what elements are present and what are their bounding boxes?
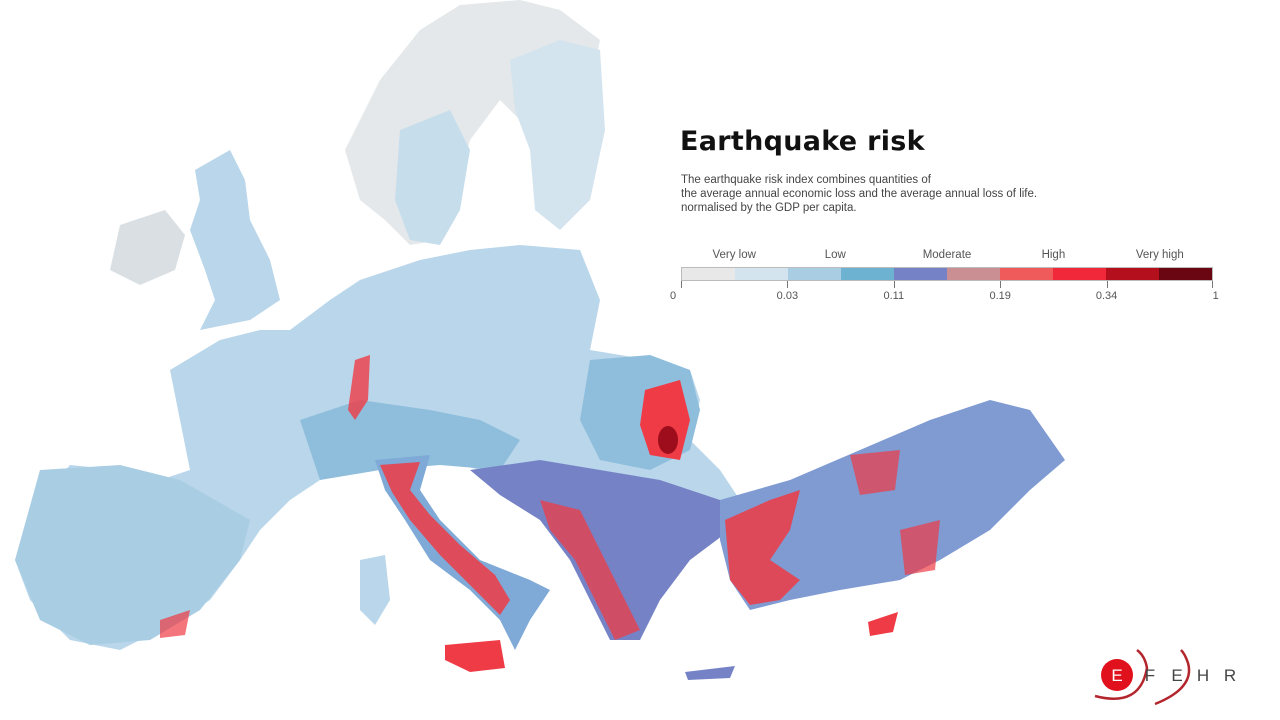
cyprus	[868, 612, 898, 636]
legend-level: Moderate	[922, 249, 972, 261]
description-line: the average annual economic loss and the…	[681, 188, 1038, 200]
efehr-logo: E F E H R	[1094, 649, 1236, 706]
svg-text:E: E	[1171, 666, 1182, 685]
legend-tick: 0.11	[883, 290, 905, 302]
legend-tick: 0.19	[989, 290, 1011, 302]
turkey-high-risk	[725, 490, 800, 605]
ireland	[110, 210, 185, 285]
svg-text:E: E	[1111, 666, 1122, 685]
legend-color-swatch	[1053, 268, 1106, 280]
legend-color-swatch	[735, 268, 788, 280]
legend-tick: 0	[669, 290, 677, 302]
sardinia	[360, 555, 390, 625]
legend-color-swatch	[1000, 268, 1053, 280]
legend-tick: 1	[1212, 290, 1219, 302]
turkey-se-high	[900, 520, 940, 575]
legend-level: Very low	[712, 249, 756, 261]
great-britain	[190, 150, 280, 330]
description-line: The earthquake risk index combines quant…	[681, 174, 931, 186]
crete	[685, 666, 735, 680]
legend-tick: 0.34	[1095, 290, 1118, 302]
legend-level: High	[1041, 249, 1066, 261]
balkans-high-risk	[540, 500, 640, 640]
legend-color-swatch	[947, 268, 1000, 280]
iberia	[15, 465, 250, 645]
description-line: normalised by the GDP per capita.	[681, 202, 857, 214]
iberia-south-high	[160, 610, 190, 638]
finland	[510, 40, 605, 230]
legend-level: Low	[824, 249, 846, 261]
legend-color-swatch	[682, 268, 735, 280]
italy-high-risk	[380, 462, 510, 615]
svg-text:F: F	[1145, 666, 1155, 685]
rhine-high-risk	[348, 355, 370, 420]
legend-tick: 0.03	[776, 290, 799, 302]
legend-ticks: 0 0.03 0.11 0.19 0.34 1	[670, 281, 1219, 305]
svg-text:R: R	[1224, 666, 1236, 685]
sweden-south	[395, 110, 470, 245]
legend-color-swatch	[1106, 268, 1159, 280]
legend-color-swatch	[788, 268, 841, 280]
map-description: The earthquake risk index combines quant…	[681, 173, 1241, 215]
legend-color-bar	[681, 267, 1213, 281]
turkey-east-high	[850, 450, 900, 495]
svg-text:H: H	[1197, 666, 1209, 685]
sicily	[445, 640, 505, 672]
legend-color-swatch	[841, 268, 894, 280]
legend-color-swatch	[894, 268, 947, 280]
legend-level: Very high	[1135, 249, 1184, 261]
legend-levels: Very low Low Moderate High Very high	[681, 249, 1213, 263]
vrancea-core	[658, 426, 678, 454]
turkey	[720, 400, 1065, 610]
legend-color-swatch	[1159, 268, 1212, 280]
map-title: Earthquake risk	[680, 126, 925, 157]
